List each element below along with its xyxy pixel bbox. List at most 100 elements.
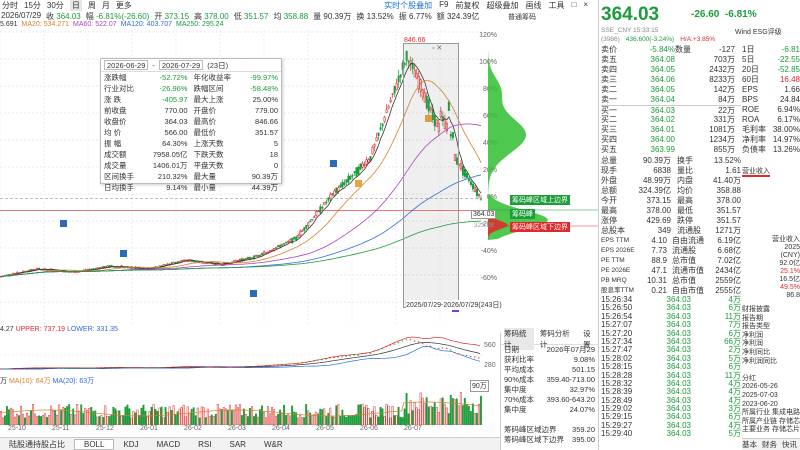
tab-finance[interactable]: 财务 [762,440,777,449]
stat-value: 770.00 [164,106,188,115]
candle [379,127,382,130]
volume-bar [74,414,77,425]
candle [269,250,272,253]
stat-row: 最高 378.00 最低 351.57 [601,206,741,215]
range-stats-table: 涨跌幅 -52.72% 年化收益率 -99.97% 行业对比 -26.96% 跌幅区间 -58… [101,72,281,193]
volume-bar [192,407,195,425]
f9-button[interactable]: F9 [439,0,449,9]
stat-label: 最低价 [193,128,217,137]
volume-chart[interactable] [0,385,482,425]
volume-bar [52,410,55,425]
tab-wr[interactable]: W&R [263,439,283,449]
volume-bar [80,404,83,425]
period-month[interactable]: 月 [101,1,110,10]
revenue-tab[interactable]: 营业收入 [742,168,770,177]
volume-bar [174,414,177,425]
super-overlay-button[interactable]: 超级叠加 [486,1,519,10]
selection-icons[interactable]: ▫ ✕ [432,45,443,52]
ma120-value: MA120: 403.707 [120,21,172,28]
candle [283,243,286,245]
candle [437,123,440,133]
info-row: 分红 [742,374,756,382]
order-price: 364.06 [650,75,675,84]
candle [467,179,470,182]
period-more[interactable]: 更多 [115,1,132,10]
period-day[interactable]: 日 [69,0,82,11]
volume-bar [138,415,141,425]
candle [371,146,374,155]
chip-distribution[interactable] [488,30,598,330]
tab-basic[interactable]: 基本 [742,440,757,449]
volume-bar [415,407,418,425]
info-row: 报告期 [742,314,763,322]
finance-value: 25.1% [780,268,800,275]
volume-bar [441,397,444,425]
volume-bar [425,397,428,425]
candle [423,92,426,103]
signal-marker [120,250,127,257]
tab-kdj[interactable]: KDJ [123,439,139,449]
boll-chart[interactable] [0,335,482,375]
period-week[interactable]: 周 [87,1,96,10]
range-start-date[interactable]: 2026-06-29 [104,60,149,70]
candle [453,154,456,161]
candle [351,175,354,177]
tab-macd[interactable]: MACD [156,439,181,449]
stat-label: 下跌天数 [193,150,224,159]
range-end-date[interactable]: 2026-07-29 [158,60,204,70]
range-stats-popup[interactable]: 2026-06-29 - 2026-07-29 (23日) 涨跌幅 -52.72%… [100,58,282,192]
candle [323,202,326,206]
boll-upper: UPPER: 737.19 [15,326,65,333]
metric-row: BPS 24.84 [742,95,800,105]
tab-sar[interactable]: SAR [229,439,246,449]
order-qty: -127 [718,45,735,54]
metric-row: 净利率 14.97% [742,135,800,145]
draw-line-button[interactable]: 画线 [525,1,542,10]
volume-bar [250,406,253,425]
candle [158,265,161,268]
metric-value: 1.66 [784,85,800,94]
tools-button[interactable]: 工具 [548,1,565,10]
tab-chip-settings[interactable]: 设置 [583,328,591,349]
metric-row: 毛利率 38.00% [742,125,800,135]
candle [389,99,392,103]
tab-hk-hold[interactable]: 陆股通持股占比 [9,439,65,449]
volume-bar [369,417,372,425]
window-icon[interactable]: □ [571,0,577,9]
period-fenshi[interactable]: 分时 [2,1,18,10]
volume-bar [355,413,358,425]
info-row: 2026-05-26 [742,383,778,391]
volume-bar [281,413,284,425]
volume-bar [285,415,288,425]
finance-value: 49.5% [780,284,800,291]
period-30min[interactable]: 30分 [46,1,64,10]
tab-rsi[interactable]: RSI [198,439,212,449]
period-15min[interactable]: 15分 [24,1,41,10]
chip-value: 395.00 [572,435,595,444]
volume-bar [92,411,95,425]
chip-label: 集中度 [504,405,527,414]
tab-chip-stats[interactable]: 筹码统计 [504,327,534,350]
volume-bar [377,416,380,425]
adjust-button[interactable]: 前复权 [455,1,480,10]
peak-price-label: 846.66 [404,37,426,44]
volume-bar [26,412,28,425]
close-icon[interactable]: × [583,0,588,9]
candle [471,183,474,190]
range-selection[interactable] [403,43,459,308]
stat-value: 846.66 [255,117,278,126]
tab-news[interactable]: 快讯 [782,440,797,449]
candle [291,237,294,244]
volume-bar [248,407,251,425]
tab-boll[interactable]: BOLL [74,438,115,450]
chip-stats-rows: 日期 2026年07月29 获利比率 9.08% 平均成本 501.15 90%成本 359.… [501,345,598,445]
esg-rating[interactable]: Wind ESG评级 [735,29,782,36]
metric-value: 24.84 [779,95,800,104]
tab-chip-analysis[interactable]: 筹码分析计 [539,328,570,349]
stat-row: 总额 324.39亿 均价 358.88 [601,186,741,195]
stat-label: 收盘价 [104,117,127,126]
candle [357,166,360,175]
overlay-stock-button[interactable]: 实时个股叠加 [384,1,433,10]
volume-bar [459,392,462,425]
order-qty: 1234万 [709,135,735,144]
